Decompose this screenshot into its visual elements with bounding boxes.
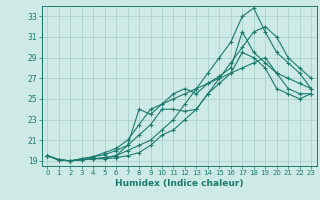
X-axis label: Humidex (Indice chaleur): Humidex (Indice chaleur): [115, 179, 244, 188]
